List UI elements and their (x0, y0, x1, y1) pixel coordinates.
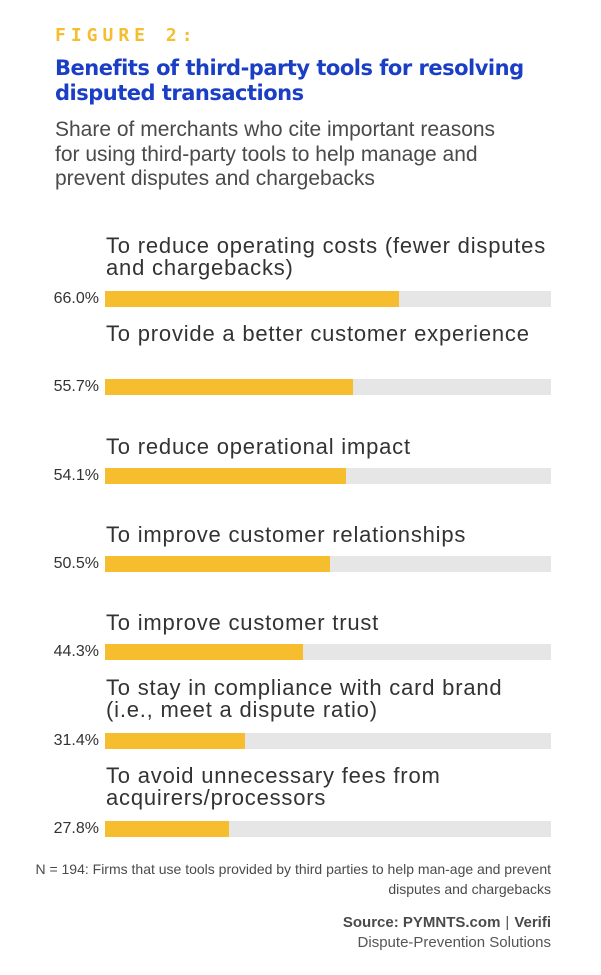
bar (105, 379, 354, 395)
bar-value-label: 44.3% (53, 643, 99, 660)
bar-category-label: To stay in compliance with card brand (i… (106, 675, 503, 722)
bar-category-label: To reduce operational impact (106, 434, 411, 459)
chart-subtitle: Share of merchants who cite important re… (55, 118, 496, 190)
bar-value-label: 27.8% (53, 820, 99, 837)
bar-category-label: To provide a better customer experience (106, 321, 530, 346)
bar-category-label: To improve customer trust (106, 610, 380, 635)
bar-track (105, 733, 551, 749)
bar-track (105, 468, 551, 484)
bar-value-label: 54.1% (53, 467, 99, 484)
chart-title: Benefits of third-party tools for resolv… (55, 56, 524, 105)
source-separator: | (505, 914, 510, 931)
bar (105, 644, 303, 660)
bar-track (105, 644, 551, 660)
source-partner: Verifi (514, 914, 551, 931)
bar-track (105, 379, 551, 395)
bar (105, 821, 229, 837)
bar (105, 468, 347, 484)
bar (105, 733, 246, 749)
bar-track (105, 556, 551, 572)
source-line2: Dispute-Prevention Solutions (357, 934, 551, 951)
bar-category-label: To avoid unnecessary fees from acquirers… (106, 763, 441, 810)
bar-value-label: 55.7% (53, 378, 99, 395)
sample-note: N = 194: Firms that use tools provided b… (35, 861, 551, 897)
source-prefix: Source: PYMNTS.com (342, 914, 501, 931)
bar-category-label: To reduce operating costs (fewer dispute… (106, 233, 547, 280)
source-credit: Source: PYMNTS.com | Verifi Dispute-Preven… (343, 913, 551, 953)
bar-track (105, 291, 551, 307)
bar (105, 556, 331, 572)
bar-value-label: 31.4% (53, 732, 99, 749)
bar-track (105, 821, 551, 837)
bar-value-label: 66.0% (53, 290, 99, 307)
bar-category-label: To improve customer relationships (106, 522, 467, 547)
figure-label: FIGURE 2: (55, 25, 198, 46)
bar-value-label: 50.5% (53, 555, 99, 572)
bar (105, 291, 400, 307)
